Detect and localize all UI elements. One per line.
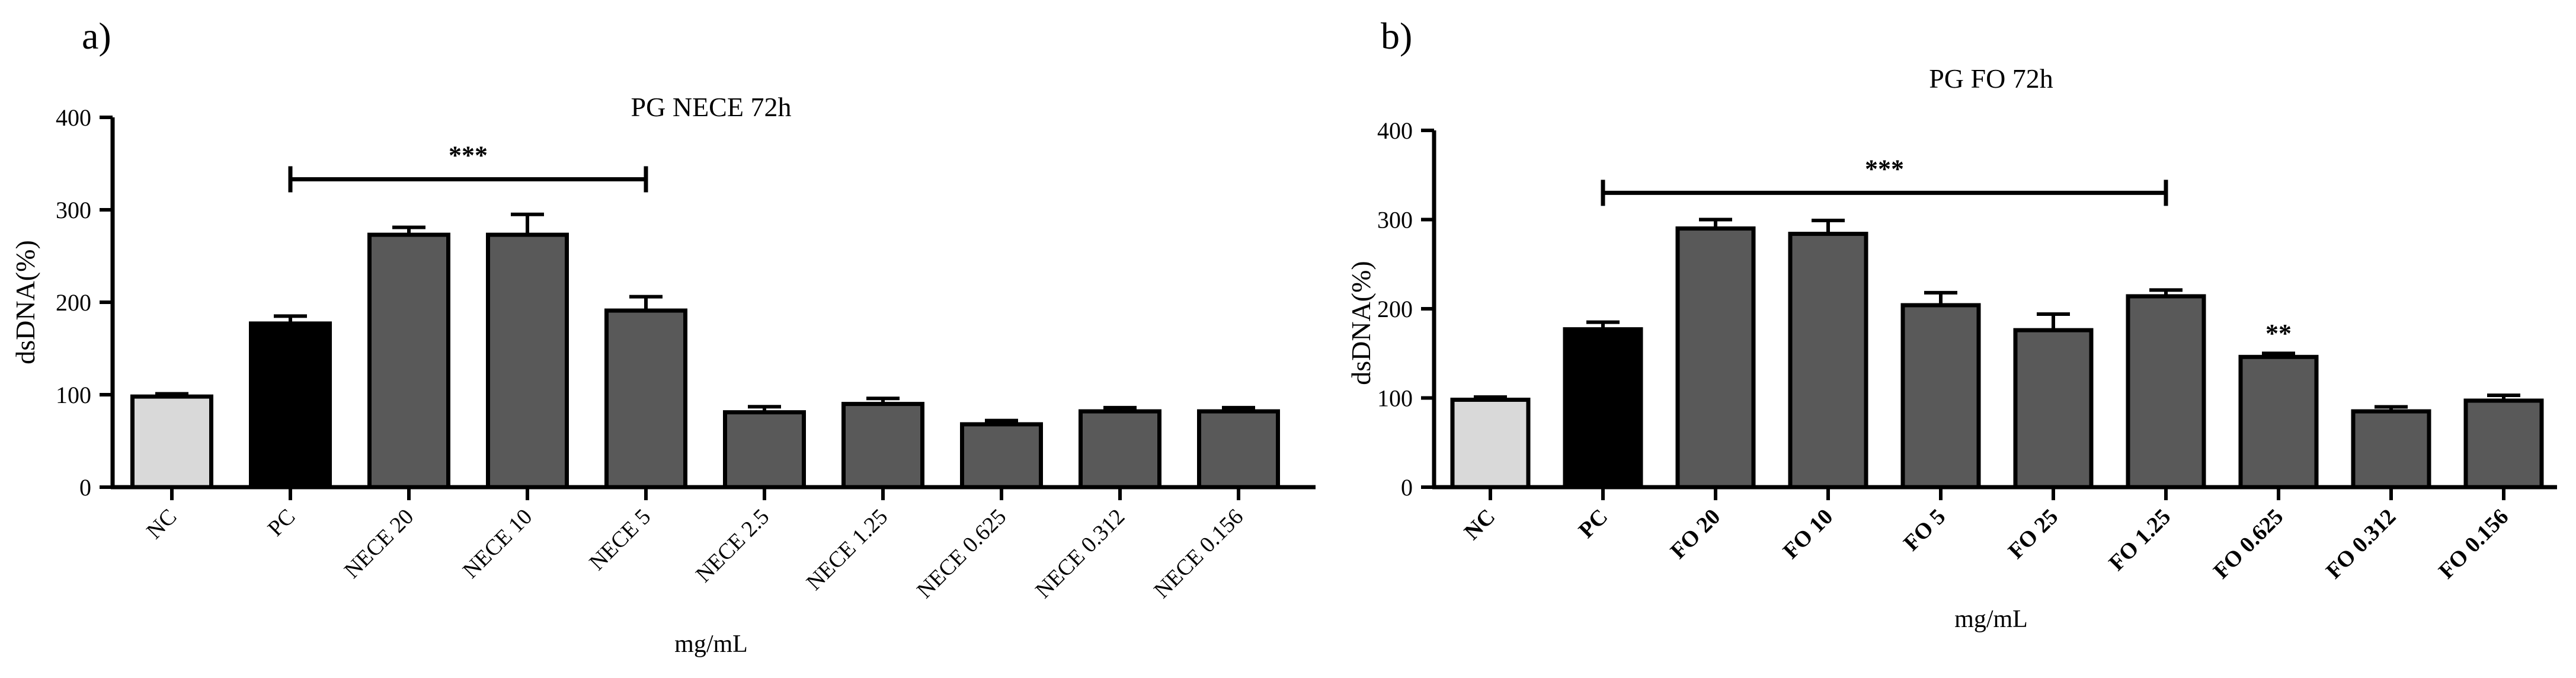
y-tick-label: 0 [79, 474, 91, 501]
y-axis-label: dsDNA(%) [1346, 261, 1376, 385]
chart-title: PG FO 72h [1929, 63, 2053, 94]
y-tick-label: 100 [56, 382, 91, 408]
x-tick-label: NECE 0.156 [1149, 504, 1248, 603]
bar-fo-5 [1900, 303, 1981, 490]
chart-title: PG NECE 72h [631, 92, 792, 122]
y-tick-label: 400 [56, 104, 91, 131]
panel-label: b) [1381, 15, 1412, 57]
y-tick-label: 300 [56, 197, 91, 223]
x-tick-label: PC [263, 504, 300, 542]
panel-label: a) [82, 15, 111, 57]
bar-nece-0-625 [960, 422, 1043, 490]
x-tick-label: FO 0.625 [2209, 504, 2288, 584]
x-tick-label: FO 1.25 [2104, 504, 2176, 576]
x-tick-label: NC [1460, 504, 1500, 545]
x-axis-label: mg/mL [674, 631, 748, 658]
bar-fo-1-25 [2126, 294, 2206, 490]
bar-nece-1-25 [841, 402, 924, 490]
x-tick-label: PC [1574, 504, 1613, 543]
y-tick-label: 0 [1401, 474, 1413, 501]
bar-pc [1563, 327, 1643, 490]
x-tick-label: FO 10 [1778, 504, 1838, 564]
x-tick-label: NC [142, 504, 181, 544]
y-tick-label: 100 [1377, 385, 1413, 412]
bar-fo-0-312 [2351, 409, 2431, 490]
significance-label: *** [449, 141, 488, 170]
bar-fo-0-625 [2238, 354, 2319, 490]
panel-b: b) PG FO 72h dsDNA(%) mg/mL 0 100 200 300 400 NC P… [1346, 15, 2557, 633]
x-tick-label: NECE 0.625 [912, 504, 1011, 603]
bar-nece-5 [604, 308, 687, 490]
significance-label: *** [1865, 154, 1904, 183]
bar-fo-0-156 [2463, 398, 2544, 490]
y-axis-label: dsDNA(%) [10, 240, 40, 364]
x-tick-label: FO 5 [1899, 504, 1950, 556]
y-tick-label: 200 [56, 289, 91, 316]
bar-fo-20 [1675, 226, 1756, 490]
x-tick-label: FO 0.156 [2434, 504, 2513, 584]
x-tick-label: NECE 20 [340, 504, 418, 583]
x-tick-label: NECE 5 [584, 504, 655, 575]
x-tick-label: NECE 0.312 [1031, 504, 1129, 603]
bar-nece-0-156 [1197, 409, 1280, 490]
x-tick-label: FO 25 [2004, 504, 2063, 564]
significance-label: ** [2265, 319, 2292, 348]
x-tick-label: NECE 1.25 [802, 504, 893, 596]
y-tick-label: 400 [1377, 117, 1413, 144]
x-tick-label: FO 20 [1666, 504, 1726, 564]
x-tick-label: NECE 2.5 [691, 504, 774, 587]
bar-fo-10 [1788, 232, 1868, 490]
y-tick-label: 300 [1377, 207, 1413, 234]
bar-nc [1450, 398, 1531, 490]
bar-pc [249, 321, 332, 490]
bar-nece-10 [486, 232, 569, 490]
panel-a: a) PG NECE 72h dsDNA(%) mg/mL 0 100 200 300 400 N… [10, 15, 1316, 658]
bar-nc [130, 394, 213, 490]
bar-nece-2-5 [723, 410, 806, 490]
y-tick-label: 200 [1377, 296, 1413, 322]
bar-fo-25 [2013, 328, 2094, 490]
bar-nece-20 [367, 232, 450, 490]
x-tick-label: NECE 10 [458, 504, 537, 583]
x-axis-label: mg/mL [1954, 606, 2028, 633]
bar-nece-0-312 [1079, 409, 1161, 490]
x-tick-label: FO 0.312 [2321, 504, 2401, 584]
